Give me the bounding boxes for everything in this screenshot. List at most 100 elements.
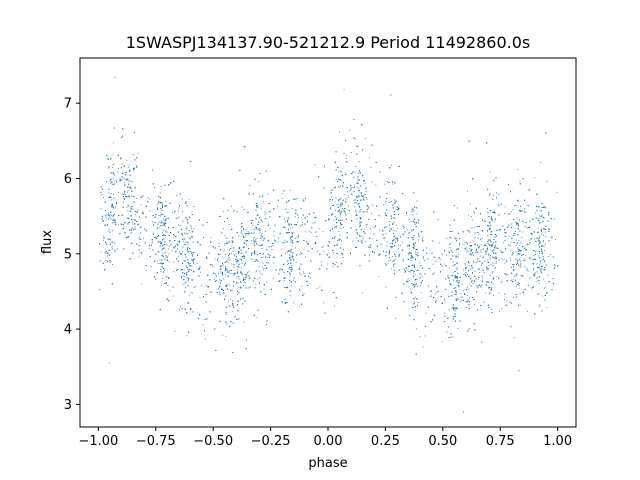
data-point [112,178,114,180]
data-point [105,259,107,261]
data-point [526,267,528,269]
data-point [352,137,354,139]
data-point [256,270,258,272]
data-point [520,260,521,262]
data-point [249,277,251,279]
data-point [187,277,188,278]
data-point [329,201,331,203]
data-point [302,222,304,223]
data-point [107,255,108,257]
data-point [544,231,546,233]
data-point [160,269,161,270]
data-point [333,220,335,222]
data-point [350,173,352,174]
data-point [425,312,427,314]
data-point [542,234,544,236]
data-point [114,219,116,221]
data-point [358,161,360,162]
data-point [524,226,526,228]
data-point [244,233,246,235]
data-point [408,251,410,253]
data-point [468,214,469,216]
data-point [475,261,477,263]
data-point [281,248,283,250]
data-point [438,291,439,292]
data-point [147,197,149,199]
data-point [238,263,240,265]
data-point [247,231,249,232]
data-point [305,231,307,233]
data-point [133,201,135,203]
data-point [186,335,188,337]
data-point [122,176,123,178]
data-point [347,191,348,193]
data-point [224,242,226,244]
data-point [189,268,190,270]
data-point [499,310,500,312]
data-point [183,244,185,245]
data-point [454,237,456,239]
data-point [465,267,467,269]
data-point [463,269,464,271]
data-point [226,260,227,262]
data-point [272,245,274,247]
data-point [367,208,369,209]
data-point [103,239,104,241]
data-point [348,197,350,198]
data-point [540,270,541,272]
data-point [114,251,116,253]
data-point [187,301,189,303]
data-point [486,242,488,244]
data-point [355,237,357,239]
data-point [517,200,519,202]
data-point [102,197,104,198]
data-point [254,244,256,246]
data-point [416,213,418,215]
data-point [390,247,392,249]
data-point [397,239,399,241]
data-point [163,234,165,235]
data-point [419,336,421,338]
data-point [516,224,518,226]
data-point [113,142,115,144]
data-point [537,255,539,257]
data-point [160,242,162,243]
data-point [303,293,305,294]
data-point [273,256,274,258]
data-point [398,248,399,250]
data-point [482,219,484,220]
data-point [297,237,299,238]
data-point [491,272,493,274]
data-point [494,258,496,260]
data-point [356,195,358,197]
data-point [236,268,238,270]
data-point [187,237,189,239]
data-point [295,247,296,249]
data-point [236,273,238,275]
data-point [343,194,345,196]
data-point [189,251,191,253]
data-point [385,201,387,202]
data-point [232,310,234,312]
data-point [515,228,517,230]
data-point [542,217,544,219]
data-point [543,287,545,289]
data-point [161,206,163,208]
data-point [300,285,302,287]
data-point [172,295,174,297]
data-point [441,341,443,343]
data-point [190,279,192,281]
data-point [237,294,238,295]
data-point [533,231,535,233]
data-point [537,250,539,252]
data-point [339,211,341,213]
data-point [266,262,267,264]
data-point [370,228,371,230]
data-point [464,263,466,264]
data-point [527,270,529,272]
data-point [541,245,543,247]
data-point [382,237,384,239]
data-point [163,238,164,240]
data-point [231,263,233,265]
data-point [152,221,154,223]
